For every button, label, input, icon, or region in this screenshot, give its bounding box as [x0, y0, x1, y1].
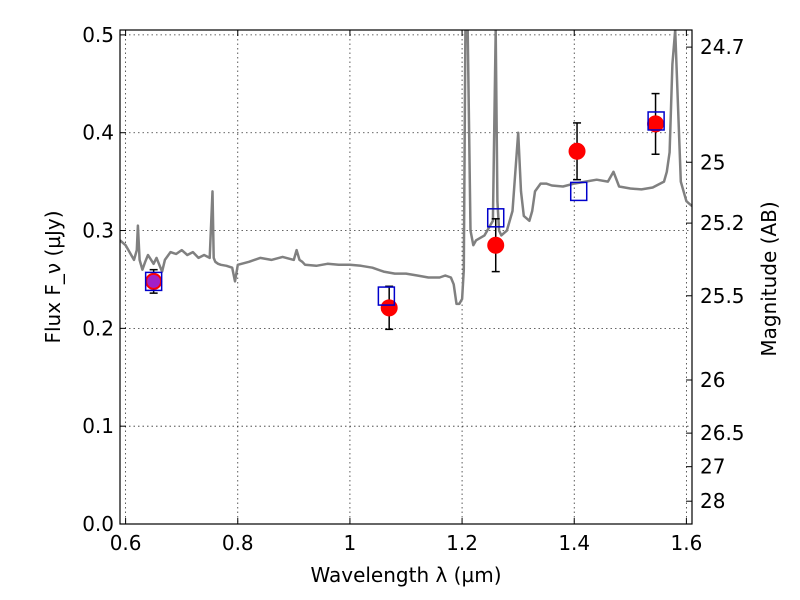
- right-tick-label: 26: [700, 368, 725, 392]
- model-photometry-square: [569, 181, 588, 202]
- y-tick-label: 0.2: [82, 316, 114, 340]
- x-tick-label: 1.6: [670, 531, 702, 555]
- y-tick-label: 0.5: [82, 23, 114, 47]
- x-tick-label: 0.8: [222, 531, 254, 555]
- optical-data-point: [147, 274, 161, 288]
- line-layer: [120, 30, 692, 306]
- right-tick-label: 26.5: [700, 421, 745, 445]
- model-photometry-square: [486, 208, 505, 228]
- flux-data-point: [487, 236, 505, 254]
- model-photometry-square: [144, 271, 163, 292]
- y-tick-label: 0.3: [82, 219, 114, 243]
- flux-data-point: [380, 299, 398, 317]
- y-axis-title: Flux F_ν (µJy): [41, 210, 65, 343]
- x-tick-label: 0.6: [110, 531, 142, 555]
- model-photometry-square: [647, 111, 665, 131]
- right-tick-label: 25: [700, 150, 725, 174]
- x-axis-title: Wavelength λ (µm): [310, 563, 501, 587]
- y-tick-label: 0.4: [82, 121, 114, 145]
- flux-data-point: [568, 142, 586, 160]
- spectrum-line: [120, 30, 692, 306]
- right-tick-label: 25.5: [700, 284, 745, 308]
- x-tick-label: 1.4: [558, 531, 590, 555]
- right-axis-title: Magnitude (AB): [757, 201, 781, 356]
- right-tick-label: 27: [700, 455, 725, 479]
- model-photometry-square: [377, 286, 396, 306]
- marker-layer: [144, 92, 665, 331]
- x-tick-label: 1.2: [446, 531, 478, 555]
- right-tick-label: 28: [700, 489, 725, 513]
- tick-layer: 0.6 0.8 1 1.2 1.4 1.6 0.0 0.1 0.2 0.3 0.4 0.5 24.7 25…: [82, 23, 744, 555]
- y-tick-label: 0.1: [82, 414, 114, 438]
- x-tick-label: 1: [344, 531, 357, 555]
- right-tick-label: 24.7: [700, 35, 745, 59]
- grid-layer: [120, 30, 692, 525]
- y-tick-label: 0.0: [82, 512, 114, 536]
- plot-frame: [119, 29, 693, 525]
- right-tick-label: 25.2: [700, 211, 745, 235]
